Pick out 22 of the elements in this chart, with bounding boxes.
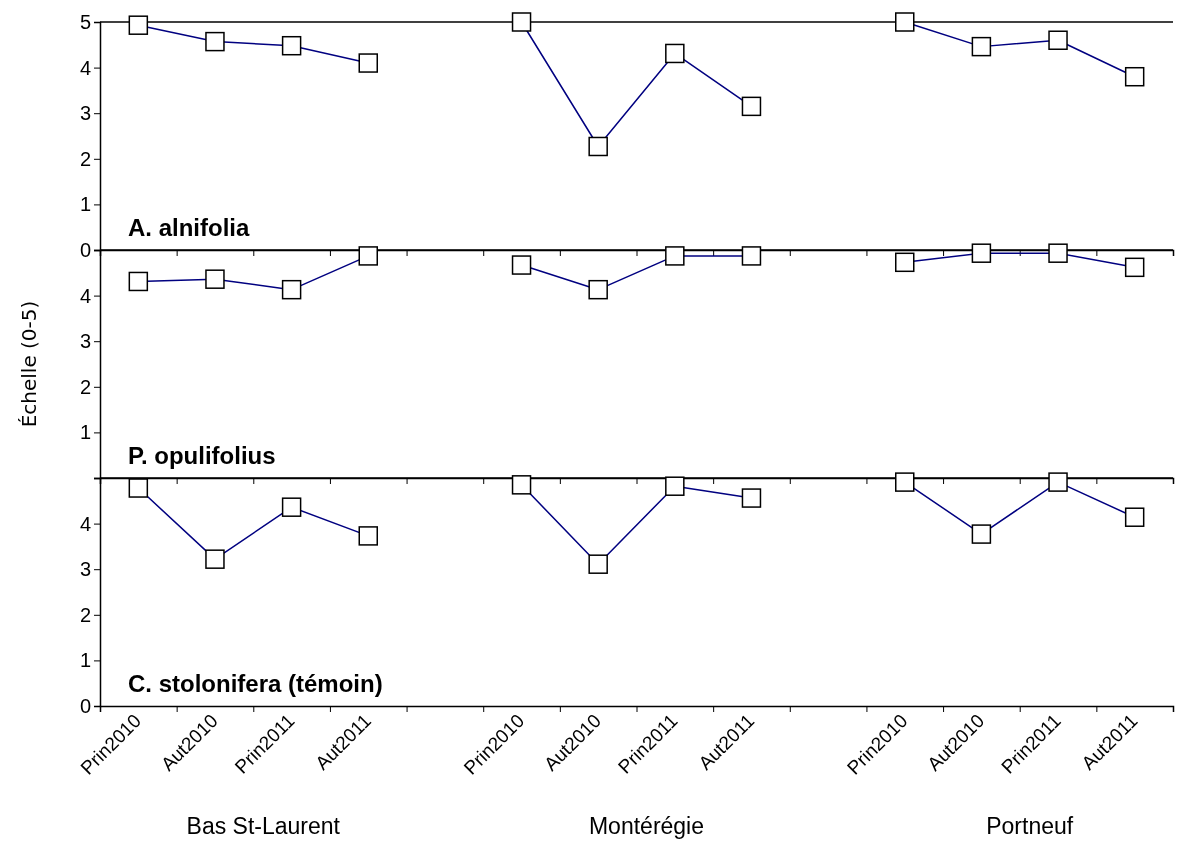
- y-tick-label: 3: [79, 330, 91, 353]
- text: A. alnifolia: [128, 214, 250, 241]
- y-axis-title: Échelle (0-5): [17, 300, 41, 428]
- text: Portneuf: [986, 813, 1074, 839]
- y-tick-label: 1: [79, 193, 91, 216]
- y-tick-label: 2: [79, 375, 91, 398]
- y-tick-label: 3: [79, 102, 91, 125]
- y-tick-label: 5: [79, 10, 91, 33]
- y-tick-label: 4: [79, 284, 91, 307]
- y-tick-label: 0: [79, 238, 91, 261]
- y-tick-label: 3: [79, 558, 91, 581]
- y-tick-label: 2: [79, 603, 91, 626]
- y-tick-label: 1: [79, 649, 91, 672]
- y-tick-label: 0: [79, 694, 91, 717]
- text: Montérégie: [588, 813, 705, 839]
- y-tick-label: 4: [79, 56, 91, 79]
- text: P. opulifolius: [128, 442, 276, 469]
- text: C. stolonifera (témoin): [128, 670, 383, 697]
- y-tick-label: 2: [79, 147, 91, 170]
- y-tick-label: 4: [79, 512, 91, 535]
- y-tick-label: 1: [79, 421, 91, 444]
- text: Bas St-Laurent: [186, 813, 341, 839]
